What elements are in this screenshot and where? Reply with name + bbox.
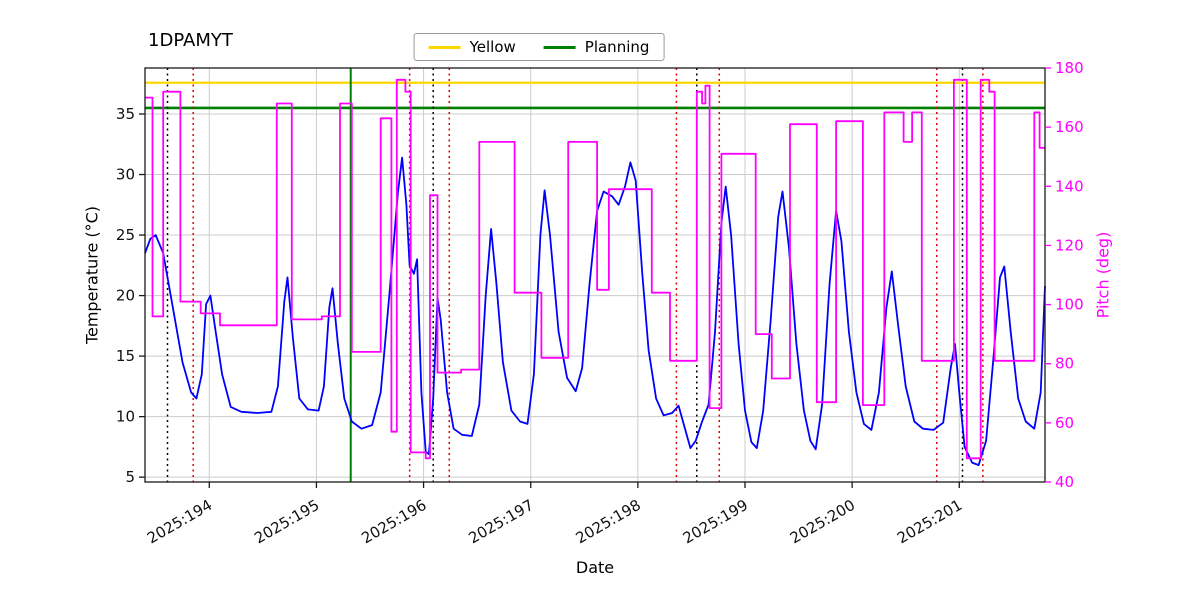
x-tick-label: 2025:198 bbox=[573, 496, 644, 548]
legend-item-planning: Planning bbox=[543, 38, 650, 56]
legend: Yellow Planning bbox=[413, 33, 665, 61]
legend-label-yellow: Yellow bbox=[469, 38, 516, 56]
y-tick-label-right: 180 bbox=[1055, 59, 1084, 77]
y-tick-label-right: 60 bbox=[1055, 414, 1074, 432]
y-tick-label-right: 80 bbox=[1055, 355, 1074, 373]
y-tick-label-left: 30 bbox=[116, 166, 135, 184]
x-tick-label: 2025:195 bbox=[251, 496, 322, 548]
plot-border bbox=[144, 67, 1046, 483]
x-tick-label: 2025:199 bbox=[680, 496, 751, 548]
y-tick-label-left: 15 bbox=[116, 347, 135, 365]
y-tick-label-right: 140 bbox=[1055, 177, 1084, 195]
series-pitch bbox=[145, 78, 1045, 460]
y-tick-label-right: 120 bbox=[1055, 236, 1084, 254]
y-tick-label-right: 100 bbox=[1055, 296, 1084, 314]
legend-item-yellow: Yellow bbox=[428, 38, 516, 56]
x-tick-label: 2025:194 bbox=[144, 496, 215, 548]
y-tick-label-left: 20 bbox=[116, 287, 135, 305]
series-temperature bbox=[144, 156, 1046, 467]
yellow-line-swatch bbox=[428, 45, 461, 49]
y-tick-label-right: 40 bbox=[1055, 473, 1074, 491]
planning-line-swatch bbox=[543, 45, 576, 49]
y-axis-label-left: Temperature (°C) bbox=[82, 205, 102, 345]
x-axis-label: Date bbox=[575, 558, 615, 577]
x-tick-label: 2025:197 bbox=[465, 496, 536, 548]
y-tick-label-left: 5 bbox=[125, 468, 135, 486]
legend-label-planning: Planning bbox=[584, 38, 650, 56]
x-tick-label: 2025:196 bbox=[358, 496, 429, 548]
y-tick-label-left: 35 bbox=[116, 105, 135, 123]
x-tick-label: 2025:201 bbox=[894, 496, 965, 548]
x-tick-label: 2025:200 bbox=[787, 496, 858, 548]
y-tick-label-left: 25 bbox=[116, 226, 135, 244]
y-tick-label-right: 160 bbox=[1055, 118, 1084, 136]
y-axis-label-right: Pitch (deg) bbox=[1093, 231, 1113, 319]
chart-title: 1DPAMYT bbox=[148, 30, 233, 51]
y-tick-label-left: 10 bbox=[116, 408, 135, 426]
